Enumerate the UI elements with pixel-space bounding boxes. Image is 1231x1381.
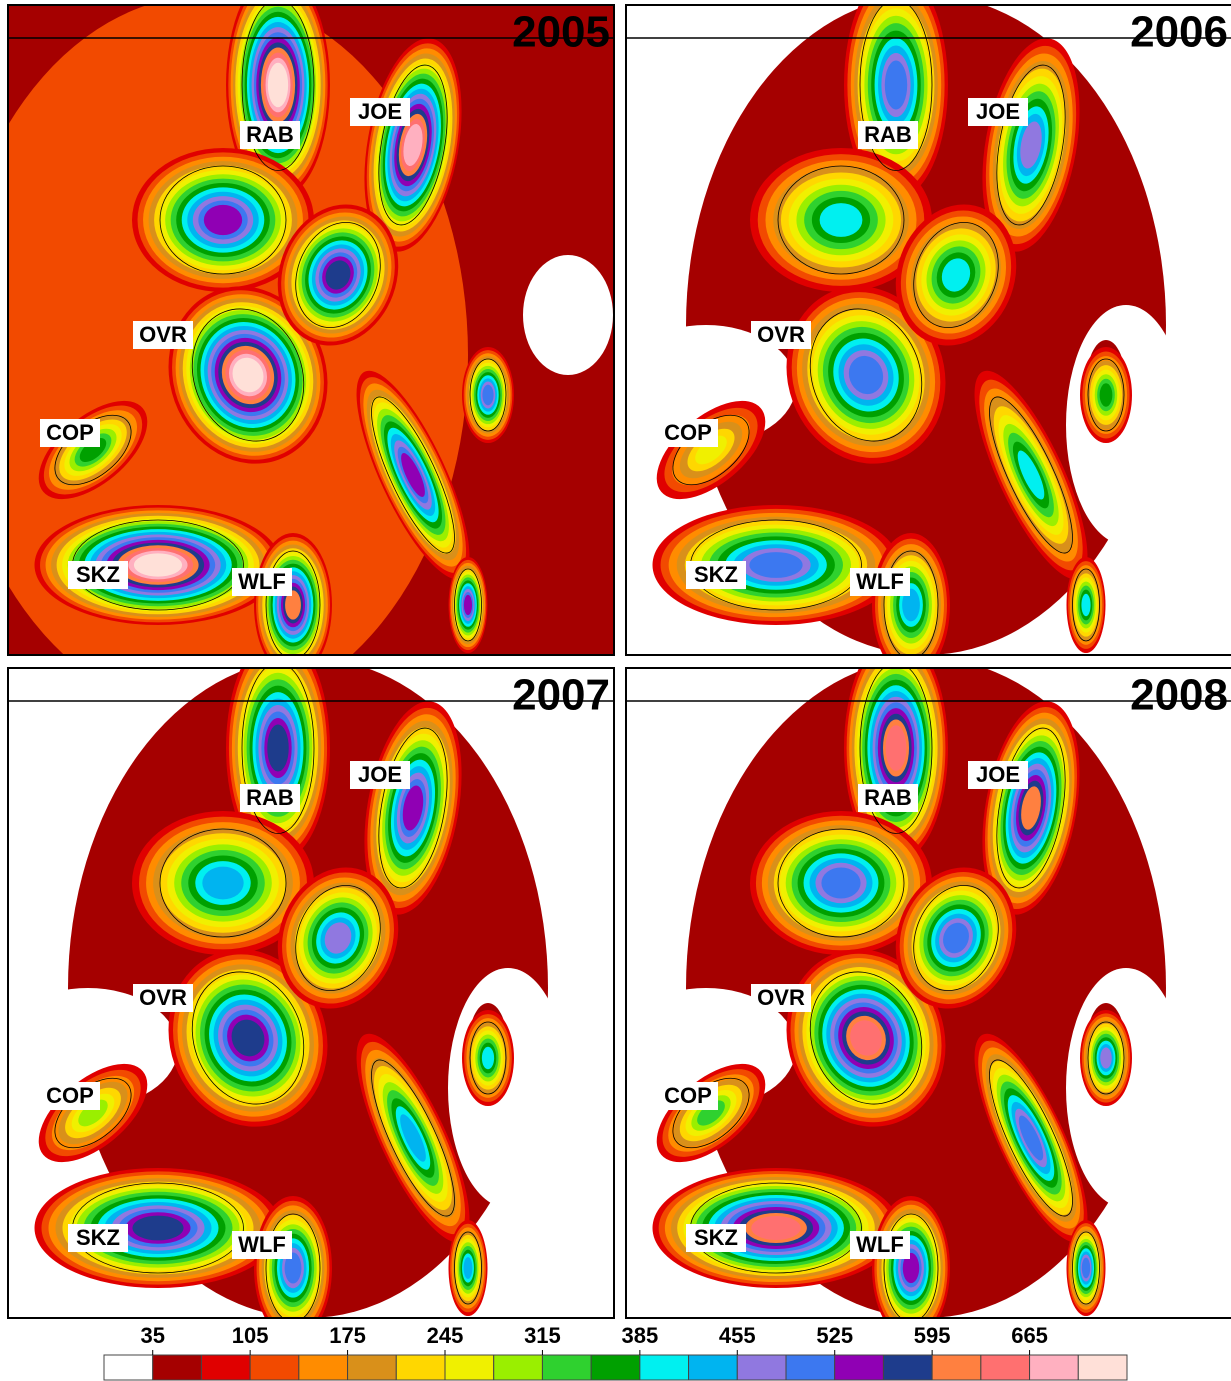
colorbar-box xyxy=(640,1355,689,1380)
colorbar-box xyxy=(1078,1355,1127,1380)
station-label: WLF xyxy=(856,1232,904,1257)
map-region xyxy=(523,255,613,375)
station-label: SKZ xyxy=(76,562,120,587)
station-label: JOE xyxy=(976,99,1020,124)
station-label: SKZ xyxy=(694,1225,738,1250)
station-label: WLF xyxy=(238,569,286,594)
colorbar-tick-label: 595 xyxy=(914,1323,951,1348)
colorbar-tick-label: 175 xyxy=(329,1323,366,1348)
figure: 2005 RAB JOE OVR COP SKZ WLF 2006 RAB JOE OVR COP SK… xyxy=(0,0,1231,1381)
map-contour-fill xyxy=(132,1216,183,1241)
station-label: RAB xyxy=(246,122,294,147)
colorbar-box xyxy=(104,1355,153,1380)
map-contour-fill xyxy=(1100,1047,1111,1068)
map-contour-fill xyxy=(134,553,182,576)
station-label: SKZ xyxy=(694,562,738,587)
map-contour-fill xyxy=(464,595,472,615)
map-contour-fill xyxy=(886,725,907,771)
colorbar-box xyxy=(445,1355,494,1380)
colorbar-box xyxy=(981,1355,1030,1380)
map-panel: 2005 RAB JOE OVR COP SKZ WLF xyxy=(0,0,614,715)
map-contour-fill xyxy=(749,552,802,578)
map-contour-fill xyxy=(885,60,907,109)
map-panel: 2006 RAB JOE OVR COP SKZ WLF xyxy=(616,0,1231,677)
colorbar-box xyxy=(932,1355,981,1380)
colorbar-box xyxy=(883,1355,932,1380)
colorbar-tick-label: 665 xyxy=(1011,1323,1048,1348)
colorbar-box xyxy=(250,1355,299,1380)
station-label: OVR xyxy=(139,322,187,347)
station-label: JOE xyxy=(358,99,402,124)
panel-year: 2006 xyxy=(1130,8,1228,57)
colorbar-box xyxy=(299,1355,348,1380)
station-label: RAB xyxy=(864,122,912,147)
colorbar-box xyxy=(835,1355,884,1380)
panel-year: 2007 xyxy=(512,671,610,720)
colorbar-box xyxy=(689,1355,738,1380)
station-label: COP xyxy=(46,1083,94,1108)
station-label: JOE xyxy=(976,762,1020,787)
colorbar-box xyxy=(1030,1355,1079,1380)
map-contour-fill xyxy=(1100,383,1113,406)
colorbar-tick-label: 35 xyxy=(140,1323,164,1348)
colorbar-box xyxy=(591,1355,640,1380)
station-label: SKZ xyxy=(76,1225,120,1250)
colorbar-box xyxy=(494,1355,543,1380)
colorbar-box xyxy=(153,1355,202,1380)
map-contour-fill xyxy=(204,205,242,235)
map-contour-fill xyxy=(482,1047,494,1070)
station-label: JOE xyxy=(358,762,402,787)
colorbar-tick-label: 455 xyxy=(719,1323,756,1348)
station-label: OVR xyxy=(757,985,805,1010)
station-label: OVR xyxy=(757,322,805,347)
colorbar-box xyxy=(542,1355,591,1380)
map-contour-fill xyxy=(267,724,288,771)
colorbar-tick-label: 105 xyxy=(232,1323,269,1348)
map-contour-fill xyxy=(820,203,863,237)
colorbar-box xyxy=(737,1355,786,1380)
station-label: COP xyxy=(664,420,712,445)
station-label: COP xyxy=(46,420,94,445)
station-label: WLF xyxy=(856,569,904,594)
station-label: RAB xyxy=(246,785,294,810)
colorbar-box xyxy=(201,1355,250,1380)
colorbar-box xyxy=(396,1355,445,1380)
colorbar-tick-label: 385 xyxy=(621,1323,658,1348)
map-contour-fill xyxy=(1081,594,1090,617)
colorbar-tick-label: 525 xyxy=(816,1323,853,1348)
station-label: WLF xyxy=(238,1232,286,1257)
station-label: OVR xyxy=(139,985,187,1010)
map-contour-fill xyxy=(821,867,860,898)
colorbar-box xyxy=(786,1355,835,1380)
colorbar-box xyxy=(348,1355,397,1380)
colorbar-tick-label: 245 xyxy=(427,1323,464,1348)
panel-year: 2008 xyxy=(1130,671,1228,720)
map-contour-fill xyxy=(464,1257,473,1279)
map-contour-fill xyxy=(202,867,243,900)
map-panel: 2007 RAB JOE OVR COP SKZ WLF xyxy=(0,634,614,1340)
map-panel: 2008 RAB JOE OVR COP SKZ WLF xyxy=(616,634,1231,1340)
map-contour-fill xyxy=(751,1216,800,1240)
map-field xyxy=(0,0,614,715)
map-contour-fill xyxy=(1082,1258,1090,1279)
colorbar-tick-label: 315 xyxy=(524,1323,561,1348)
panel-year: 2005 xyxy=(512,8,610,57)
station-label: RAB xyxy=(864,785,912,810)
map-contour-fill xyxy=(268,63,288,107)
station-label: COP xyxy=(664,1083,712,1108)
map-contour-fill xyxy=(482,385,493,406)
